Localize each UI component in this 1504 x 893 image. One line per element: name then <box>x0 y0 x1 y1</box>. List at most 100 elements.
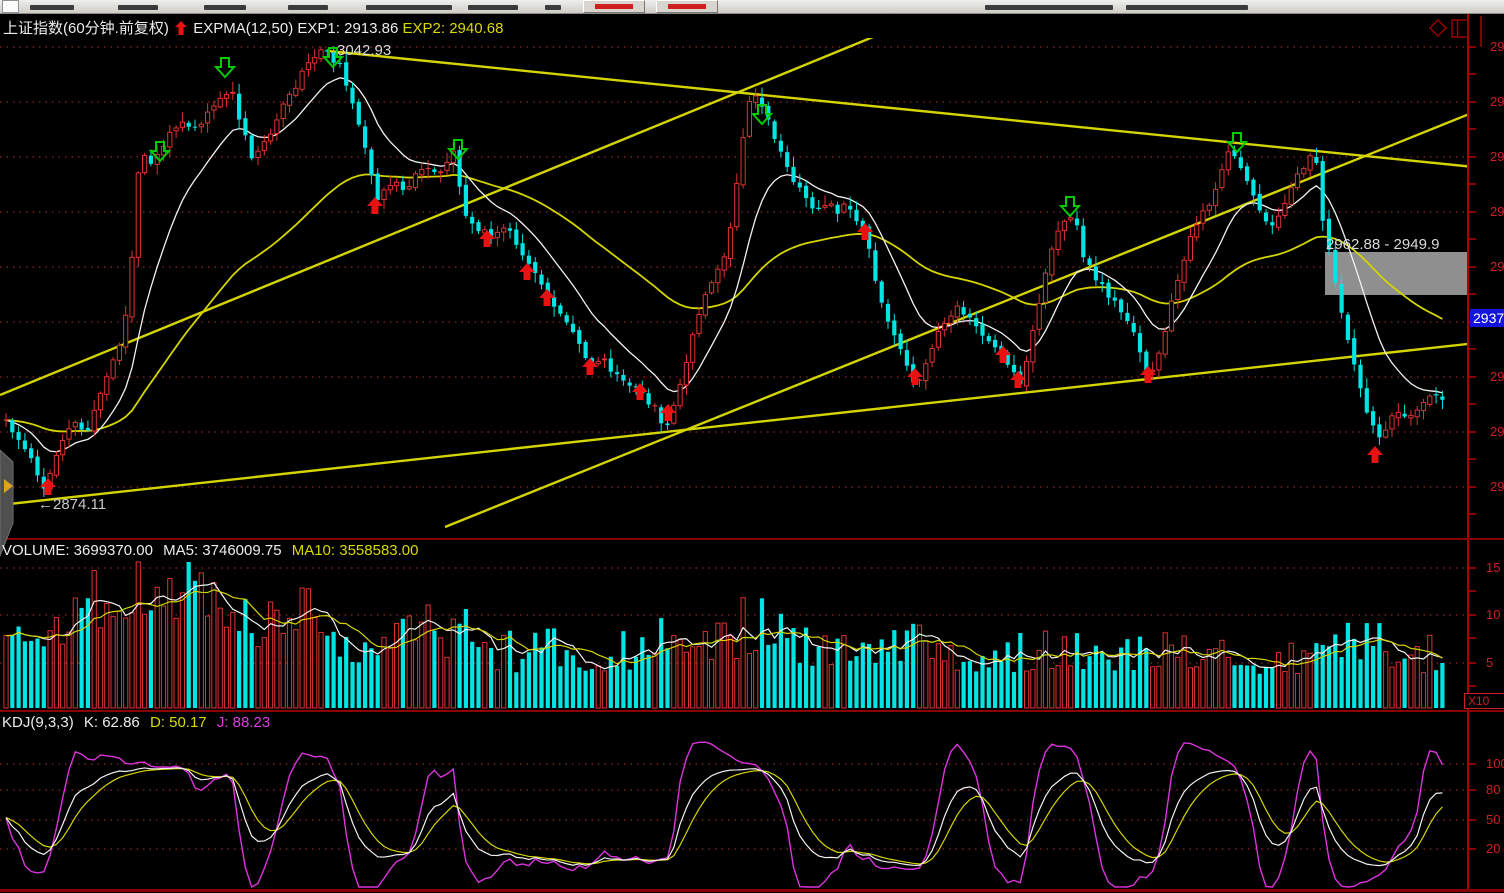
volume-unit-label: X10 <box>1464 693 1504 709</box>
volume-value[interactable]: VOLUME: 3699370.00 <box>2 542 153 559</box>
toolbar-red-button[interactable] <box>656 0 718 13</box>
price-axis-label: 29 <box>1490 204 1504 219</box>
volume-bar-down <box>400 618 405 708</box>
volume-bar-up <box>923 640 929 709</box>
volume-bar-up <box>1187 667 1194 709</box>
candle-down <box>514 229 519 245</box>
sell-signal-arrow <box>750 104 774 126</box>
candle-up <box>110 359 116 379</box>
candle-up <box>1162 330 1168 355</box>
toolbar-menu-stub[interactable] <box>985 5 1113 10</box>
candle-up <box>746 101 752 137</box>
candle-down <box>1087 258 1092 266</box>
split-window-icon[interactable] <box>1451 19 1469 38</box>
candle-up <box>1042 272 1049 303</box>
candle-up <box>217 97 223 108</box>
volume-bar-up <box>916 624 923 709</box>
toolbar-menu-stub[interactable] <box>545 5 561 10</box>
app-icon[interactable] <box>2 0 19 13</box>
exp2-line <box>5 173 1443 433</box>
volume-bar-down <box>476 647 481 708</box>
volume-bar-down <box>1137 636 1143 708</box>
volume-bar-up <box>1389 666 1395 709</box>
toolbar-menu-stub[interactable] <box>118 5 158 10</box>
candle-down <box>810 197 815 209</box>
indicator-name[interactable]: EXPMA(12,50) <box>193 20 294 37</box>
left-panel-handle[interactable] <box>0 449 14 557</box>
candle-up <box>948 315 954 324</box>
toolbar-menu-stub[interactable] <box>366 5 452 10</box>
trendline <box>444 113 1468 529</box>
toolbar-menu-stub[interactable] <box>204 5 246 10</box>
volume-bar-down <box>470 641 475 708</box>
candle-down <box>860 220 865 228</box>
volume-bar-down <box>873 662 878 708</box>
volume-bar-up <box>1288 642 1294 709</box>
volume-bar-down <box>608 656 613 708</box>
volume-bar-up <box>652 652 658 709</box>
volume-bar-down <box>1074 633 1080 708</box>
diamond-icon[interactable] <box>1428 18 1448 38</box>
toolbar-menu-stub[interactable] <box>30 5 74 10</box>
volume-bar-up <box>274 609 280 709</box>
candle-down <box>375 173 380 201</box>
candle-up <box>91 409 97 432</box>
candle-down <box>85 427 90 431</box>
buy-signal-arrow <box>857 223 873 240</box>
kdj-axis-label: 20 <box>1486 841 1501 856</box>
volume-bar-up <box>948 645 954 709</box>
candle-up <box>1219 169 1225 188</box>
kdj-name[interactable]: KDJ(9,3,3) <box>2 714 74 731</box>
candle-down <box>356 101 361 125</box>
candle-down <box>974 318 979 327</box>
last-price-tag: 2937 <box>1470 309 1504 327</box>
volume-bar-down <box>665 648 670 708</box>
candle-up <box>734 182 740 228</box>
buy-signal-arrow <box>632 383 648 400</box>
candle-up <box>727 227 734 259</box>
volume-bar-up <box>1420 672 1427 709</box>
buy-signal-arrow <box>1367 446 1383 463</box>
volume-axis-label: 15 <box>1486 560 1501 575</box>
candle-down <box>148 155 153 164</box>
volume-bar-down <box>1320 644 1325 708</box>
volume-bar-up <box>1294 672 1301 709</box>
candle-down <box>1251 179 1256 196</box>
expand-panel-arrow-icon[interactable] <box>4 479 13 493</box>
volume-bar-down <box>570 655 576 708</box>
toolbar-menu-stub[interactable] <box>288 5 328 10</box>
candle-down <box>766 105 771 120</box>
instrument-title[interactable]: 上证指数(60分钟.前复权) <box>3 20 169 37</box>
toolbar-menu-stub[interactable] <box>1126 5 1248 10</box>
volume-bar-down <box>1270 666 1275 708</box>
toolbar-menu-stub[interactable] <box>468 5 518 10</box>
volume-bar-down <box>778 613 783 708</box>
volume-bar-down <box>627 669 632 708</box>
volume-bar-up <box>142 613 148 709</box>
volume-bar-up <box>104 602 110 709</box>
price-axis-label: 29 <box>1490 369 1504 384</box>
candle-down <box>892 320 897 336</box>
toolbar-red-button[interactable] <box>583 0 645 13</box>
candle-down <box>400 181 405 190</box>
volume-bar-up <box>97 627 104 709</box>
volume-bar-down <box>848 660 853 708</box>
volume-bar-up <box>1219 639 1225 709</box>
volume-bar-up <box>1150 666 1156 709</box>
volume-bar-down <box>564 650 569 708</box>
candle-up <box>690 334 696 363</box>
candle-down <box>41 476 46 489</box>
candle-up <box>1294 173 1301 189</box>
candle-down <box>1125 312 1130 322</box>
volume-bar-up <box>381 636 387 709</box>
kdj-k-line <box>5 767 1443 867</box>
volume-bar-up <box>595 665 601 709</box>
volume-bar-up <box>198 572 204 709</box>
volume-bar-up <box>601 670 608 709</box>
candle-up <box>198 123 204 128</box>
candle-up <box>97 392 104 411</box>
volume-bar-down <box>552 628 557 708</box>
candle-up <box>1414 409 1420 418</box>
